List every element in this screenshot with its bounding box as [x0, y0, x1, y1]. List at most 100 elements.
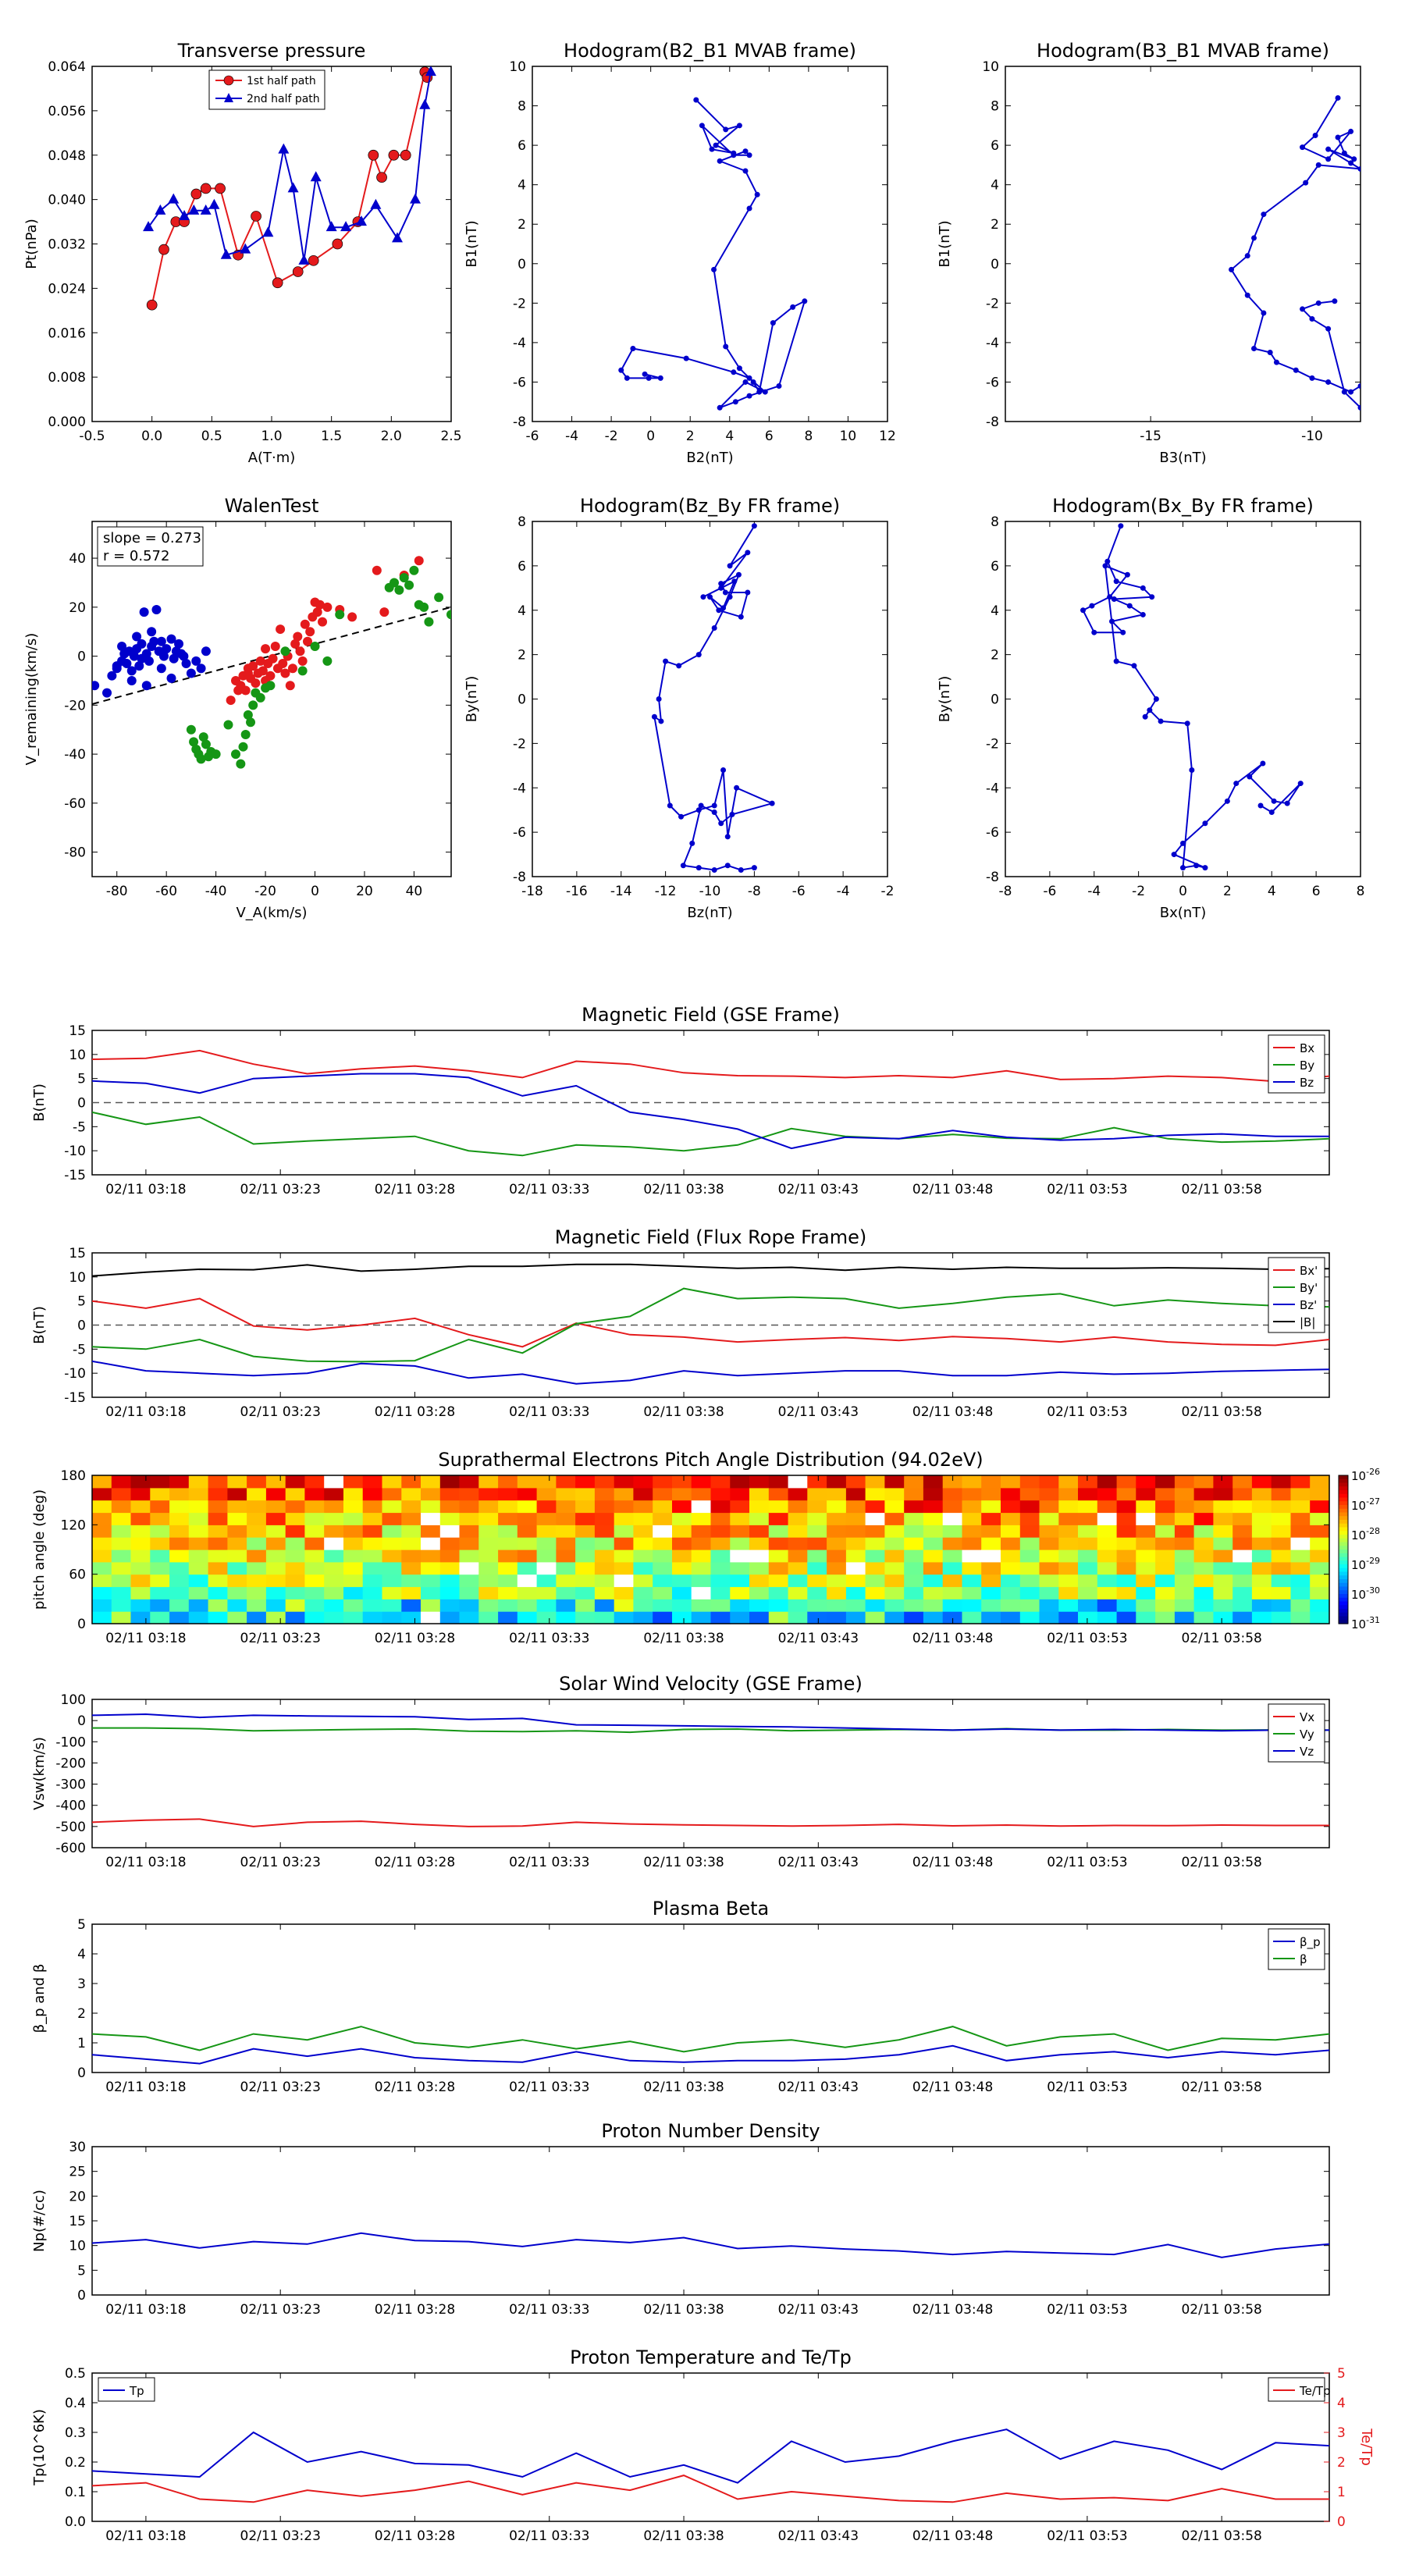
pad-cell	[1097, 1586, 1118, 1599]
pt-ytick-label: 0.040	[48, 193, 86, 208]
pad-cell	[265, 1611, 286, 1624]
pad-cell	[1232, 1475, 1253, 1489]
pad-colorbar-segment	[1339, 1620, 1348, 1624]
pad-cell	[517, 1512, 538, 1525]
pad-colorbar-segment	[1339, 1557, 1348, 1561]
pad-cell	[749, 1561, 770, 1575]
mag_fr-plot-area	[92, 1263, 1329, 1385]
pad-cell	[265, 1537, 286, 1550]
np-title: Proton Number Density	[601, 2120, 820, 2142]
pad-cell	[865, 1487, 885, 1501]
walen-ytick-label: 0	[77, 649, 86, 665]
pad-cell	[343, 1561, 364, 1575]
pad-cell	[1078, 1561, 1098, 1575]
pad-cell	[653, 1611, 673, 1624]
pad-cell	[343, 1500, 364, 1514]
pad-cell	[1271, 1512, 1292, 1525]
pad-cell	[382, 1537, 402, 1550]
pad-cell	[1310, 1500, 1330, 1514]
pad-cell	[730, 1611, 750, 1624]
pad-cell	[788, 1512, 808, 1525]
pad-cell	[111, 1550, 132, 1563]
h2-chart: Hodogram(B3_B1 MVAB frame)-15-10-5-8-6-4…	[937, 40, 1361, 466]
tp-xtick-label: 02/11 03:48	[912, 2528, 993, 2544]
pad-cell	[517, 1500, 538, 1514]
pad-cell	[169, 1586, 190, 1599]
pad-xtick-label: 02/11 03:28	[375, 1631, 455, 1646]
pad-cell	[1136, 1574, 1156, 1588]
pad-cell	[92, 1512, 112, 1525]
pad-cell	[1058, 1475, 1079, 1489]
pad-cell	[1213, 1500, 1233, 1514]
pad-cell	[710, 1537, 731, 1550]
pad-cell	[343, 1512, 364, 1525]
mag_gse-xtick-label: 02/11 03:28	[375, 1182, 455, 1197]
h1-point	[717, 404, 723, 411]
pad-cell	[265, 1487, 286, 1501]
h2-point	[1244, 253, 1250, 259]
pad-cell	[788, 1537, 808, 1550]
pad-cell	[343, 1525, 364, 1538]
pt-point	[155, 204, 166, 215]
pad-cell	[478, 1537, 499, 1550]
pad-cell	[691, 1500, 712, 1514]
pad-cell	[1058, 1512, 1079, 1525]
pad-cell	[362, 1586, 383, 1599]
pad-cell	[845, 1550, 866, 1563]
pad-cell	[923, 1512, 944, 1525]
pad-colorbar-segment	[1339, 1501, 1348, 1506]
pad-cell	[710, 1586, 731, 1599]
pad-cell	[749, 1599, 770, 1612]
pad-cell	[304, 1525, 325, 1538]
walen-point	[211, 749, 221, 760]
mag_fr-xtick-label: 02/11 03:38	[643, 1404, 724, 1420]
pad-cell	[749, 1487, 770, 1501]
pad-cell	[1193, 1475, 1214, 1489]
pad-cell	[536, 1512, 557, 1525]
pad-cell	[845, 1599, 866, 1612]
walen-ytick-label: 20	[69, 600, 86, 616]
pad-cell	[1155, 1525, 1176, 1538]
walen-point	[372, 565, 382, 575]
pad-cell	[1290, 1475, 1311, 1489]
pad-cell	[1078, 1586, 1098, 1599]
pad-cell	[672, 1537, 692, 1550]
pt-point	[400, 149, 411, 161]
pad-cell	[459, 1611, 479, 1624]
h1-point	[776, 383, 782, 389]
mag_gse-ytick-label: 10	[69, 1048, 86, 1063]
pad-cell	[1271, 1599, 1292, 1612]
pad-cell	[981, 1586, 1001, 1599]
pad-cell	[788, 1599, 808, 1612]
pad-cell	[111, 1487, 132, 1501]
pad-cell	[498, 1586, 518, 1599]
pad-colorbar-segment	[1339, 1490, 1348, 1495]
h3-ytick-label: 8	[518, 514, 526, 530]
pad-cell	[730, 1574, 750, 1588]
pt-point	[188, 204, 200, 215]
h4-plot-frame	[1005, 521, 1361, 877]
mag_fr-chart: Magnetic Field (Flux Rope Frame) 02/11 03…	[31, 1226, 1330, 1420]
h4-xtick-label: 6	[1312, 884, 1321, 899]
pt-xtick-label: 0.5	[201, 429, 222, 444]
pad-cell	[111, 1599, 132, 1612]
mag_fr-xtick-label: 02/11 03:48	[912, 1404, 993, 1420]
pad-colorbar-segment	[1339, 1560, 1348, 1565]
walen-annotation: slope = 0.273 r = 0.572	[97, 526, 204, 567]
h3-point	[720, 605, 727, 611]
h2-point	[1325, 379, 1332, 385]
h4-xtick-label: -2	[1132, 884, 1145, 899]
h4-point	[1140, 585, 1146, 591]
h2-ytick-label: 4	[991, 178, 999, 194]
pad-cell	[265, 1512, 286, 1525]
pad-cell	[1271, 1550, 1292, 1563]
vsw-plot-frame	[91, 1699, 1330, 1848]
h3-point	[724, 863, 731, 869]
pad-cell	[498, 1599, 518, 1612]
pad-cell	[227, 1487, 247, 1501]
h3-point	[658, 718, 664, 724]
pad-cell	[672, 1525, 692, 1538]
pad-cell	[614, 1487, 635, 1501]
h3-point	[724, 834, 731, 840]
pad-cell	[169, 1487, 190, 1501]
